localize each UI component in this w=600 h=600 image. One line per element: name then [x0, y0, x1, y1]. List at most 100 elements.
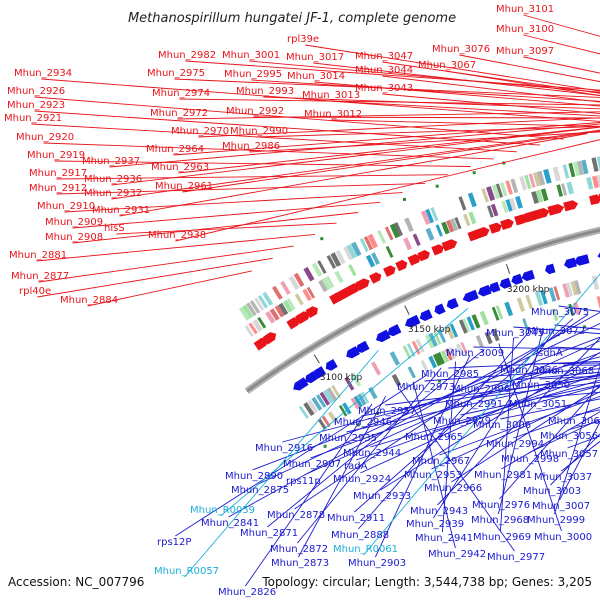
forward-cog-block [430, 207, 439, 222]
forward-cog-block [321, 277, 332, 291]
reverse-gene-label: radA [344, 461, 368, 472]
reverse-gene-arrow [597, 252, 600, 258]
forward-gene-label-leader [175, 139, 600, 242]
forward-gene-label-leader [329, 100, 600, 117]
reverse-gene-label: Mhun_2942 [428, 549, 486, 560]
forward-gene-label-leader [445, 70, 600, 97]
reverse-cog-block [298, 405, 309, 419]
forward-cog-block [515, 195, 523, 209]
forward-gene-label: Mhun_2932 [84, 188, 142, 199]
forward-gene-arrow [355, 278, 370, 291]
reverse-cog-block [316, 394, 327, 408]
reverse-cog-block [407, 366, 416, 379]
reverse-cog-block [326, 387, 338, 402]
reverse-gene-label: Mhun_2981 [474, 470, 532, 481]
reverse-gene-label-leader [554, 365, 600, 515]
reverse-gene-label-leader [501, 411, 600, 470]
forward-gene-label: Mhun_2975 [147, 68, 205, 79]
reverse-gene-label: Mhun_2999 [527, 515, 585, 526]
forward-cog-block [274, 305, 285, 318]
reverse-cog-block [525, 294, 533, 310]
forward-cog-block [537, 170, 546, 186]
forward-cog-block [573, 161, 581, 177]
forward-gene-label: Mhun_2986 [222, 141, 280, 152]
reverse-gene-label-leader [356, 373, 600, 461]
forward-gene-label-leader [382, 75, 600, 103]
forward-gene-label-leader [178, 126, 600, 174]
forward-cog-block [293, 272, 305, 287]
forward-cog-block [596, 174, 600, 188]
forward-gene-label: Mhun_2923 [7, 100, 65, 111]
forward-gene-label-leader [111, 129, 600, 200]
reverse-gene-label: Mhun_3072 [527, 326, 585, 337]
reverse-gene-label-leader [385, 377, 600, 406]
reverse-cog-block [466, 316, 475, 331]
reverse-gene-label: Mhun_2872 [270, 544, 328, 555]
reverse-gene-label: Mhun_2944 [343, 448, 401, 459]
forward-cog-block [269, 308, 280, 321]
forward-gene-label: Mhun_3012 [304, 109, 362, 120]
forward-gene-arrow [547, 204, 565, 216]
reverse-cog-block [448, 346, 457, 360]
forward-gene-label: Mhun_2931 [92, 205, 150, 216]
rna-marker [356, 423, 360, 427]
reverse-gene-arrow [404, 314, 421, 328]
rna-gene-label-leader [184, 349, 380, 578]
forward-cog-block [552, 166, 561, 182]
reverse-gene-label-leader [298, 396, 386, 558]
reverse-cog-block [338, 405, 348, 417]
forward-gene-label-leader [109, 123, 600, 168]
reverse-cog-block [449, 323, 459, 338]
forward-gene-label: Mhun_2877 [11, 271, 69, 282]
forward-cog-block [249, 300, 261, 314]
reverse-cog-block [321, 415, 331, 428]
forward-gene-label-leader [119, 133, 588, 217]
forward-cog-block [463, 213, 471, 227]
reverse-gene-label: Mhun_3003 [523, 486, 581, 497]
forward-cog-block [596, 156, 600, 171]
reverse-gene-label: rps11p [286, 476, 321, 487]
forward-gene-label-leader [36, 233, 316, 262]
reverse-cog-block [548, 287, 557, 302]
reverse-gene-label: rps12P [157, 537, 191, 548]
reverse-gene-label: Mhun_2973 [397, 382, 455, 393]
forward-cog-block [262, 291, 274, 306]
forward-gene-label: Mhun_3001 [222, 50, 280, 61]
forward-cog-block [532, 171, 542, 187]
reverse-cog-block [331, 385, 341, 399]
reverse-gene-arrow [545, 263, 556, 275]
reverse-cog-block [354, 395, 363, 408]
forward-cog-block [535, 189, 544, 203]
reverse-gene-label: Mhun_3066 [548, 416, 600, 427]
forward-cog-block [510, 178, 519, 194]
reverse-cog-block [307, 399, 319, 414]
reverse-gene-label: Mhun_3007 [532, 501, 590, 512]
forward-cog-block [458, 196, 467, 211]
forward-cog-block [425, 208, 434, 224]
reverse-gene-label: Mhun_2871 [240, 528, 298, 539]
reverse-cog-block [357, 393, 367, 406]
reverse-gene-label: Mhun_3036 [500, 365, 558, 376]
reverse-gene-arrow [574, 254, 590, 266]
reverse-gene-label: Mhun_3051 [509, 399, 567, 410]
reverse-gene-label: Mhun_2946 [334, 417, 392, 428]
reverse-gene-label: sdhA [538, 348, 563, 359]
forward-gene-label-leader [56, 182, 426, 195]
forward-cog-block [505, 199, 513, 212]
forward-gene-label-leader [185, 60, 600, 91]
rna-gene-label: Mhun_R0059 [190, 505, 255, 516]
forward-cog-block [393, 222, 403, 237]
forward-gene-label-leader [34, 96, 564, 140]
forward-cog-block [346, 244, 357, 259]
reverse-gene-label-leader [550, 433, 600, 486]
reverse-gene-label-leader [451, 386, 600, 483]
reverse-cog-block [428, 332, 438, 347]
forward-gene-label: Mhun_3047 [355, 51, 413, 62]
reverse-cog-block [540, 289, 548, 305]
forward-gene-label-leader [174, 78, 600, 98]
reverse-gene-label-leader [559, 420, 600, 501]
forward-cog-block [528, 173, 536, 188]
forward-cog-block [254, 297, 265, 311]
forward-cog-block [244, 325, 254, 337]
